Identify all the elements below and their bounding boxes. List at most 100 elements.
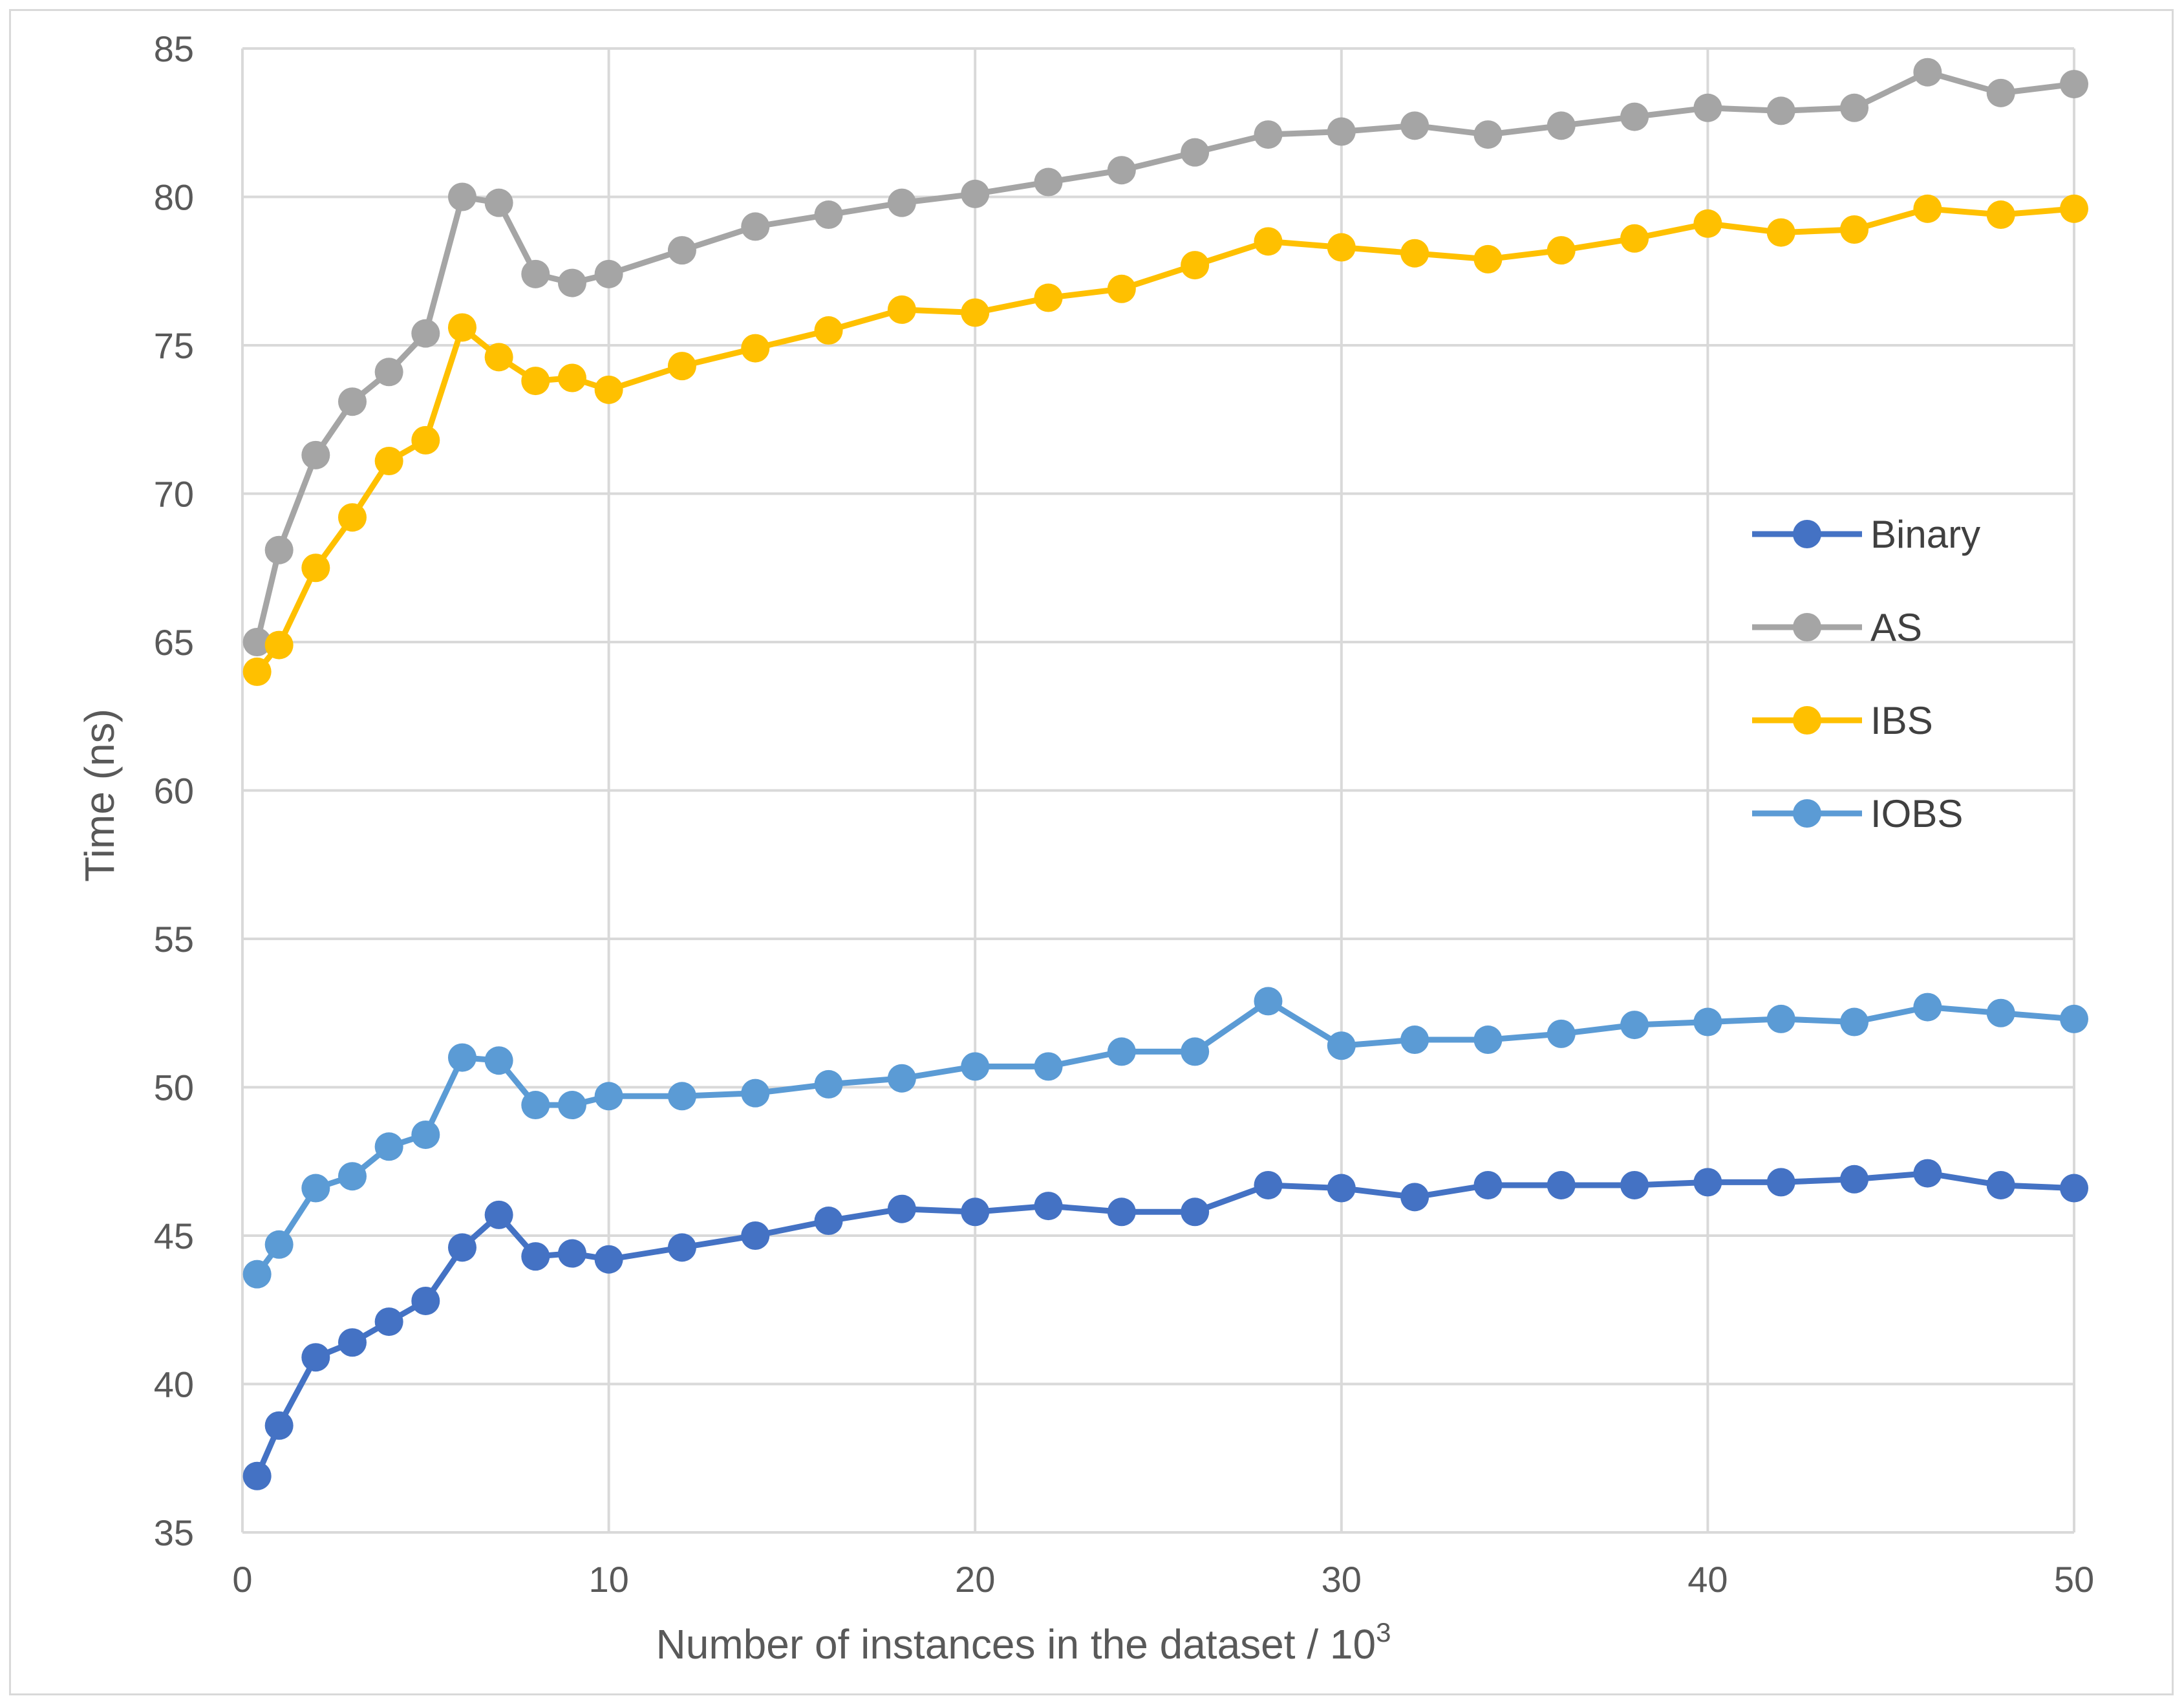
data-point-binary [1620, 1170, 1649, 1199]
legend-label-ibs: IBS [1870, 699, 1933, 742]
data-point-binary [1693, 1168, 1722, 1197]
data-point-as [2060, 70, 2088, 99]
legend-label-iobs: IOBS [1870, 792, 1963, 835]
data-point-as [1181, 138, 1210, 167]
y-tick-label: 80 [154, 177, 194, 218]
data-point-iobs [814, 1069, 843, 1099]
data-point-iobs [1034, 1052, 1063, 1081]
data-point-as [741, 212, 770, 241]
data-point-ibs [242, 657, 272, 686]
data-point-ibs [1400, 239, 1429, 268]
series-binary [242, 1159, 2088, 1490]
data-point-iobs [557, 1091, 586, 1120]
data-point-as [484, 188, 513, 217]
data-point-binary [242, 1461, 272, 1490]
x-axis-title-superscript: 3 [1376, 1617, 1391, 1648]
series-line-binary [254, 1170, 2075, 1477]
data-point-iobs [1620, 1011, 1649, 1040]
data-point-ibs [2060, 194, 2088, 223]
data-point-iobs [1254, 987, 1283, 1016]
legend-item-iobs: IOBS [1752, 792, 1963, 835]
data-point-iobs [1986, 998, 2015, 1027]
data-point-binary [1986, 1170, 2015, 1199]
data-point-iobs [242, 1260, 272, 1289]
data-point-binary [337, 1328, 367, 1357]
data-point-binary [1400, 1183, 1429, 1212]
data-point-binary [1327, 1174, 1356, 1203]
data-point-iobs [594, 1082, 623, 1111]
data-point-binary [557, 1239, 586, 1268]
series-line-iobs [255, 998, 2075, 1276]
data-point-binary [1913, 1159, 1942, 1188]
data-point-as [1693, 93, 1722, 122]
data-point-binary [741, 1221, 770, 1250]
x-tick-label: 50 [2054, 1559, 2094, 1600]
data-point-as [1547, 111, 1576, 140]
data-point-as [242, 628, 272, 656]
data-point-iobs [521, 1091, 550, 1120]
data-point-iobs [337, 1162, 367, 1191]
data-point-iobs [1400, 1025, 1429, 1055]
data-point-as [411, 319, 440, 348]
series-iobs [242, 987, 2088, 1289]
series-lines [242, 58, 2088, 1490]
data-point-ibs [741, 334, 770, 363]
y-tick-label: 60 [154, 771, 194, 811]
data-point-iobs [1547, 1019, 1576, 1048]
data-point-ibs [1107, 274, 1136, 303]
data-point-ibs [484, 343, 513, 372]
data-point-iobs [264, 1230, 294, 1259]
data-point-iobs [411, 1120, 440, 1149]
legend-marker-ibs [1793, 706, 1821, 735]
series-as [242, 58, 2088, 656]
y-tick-label: 45 [154, 1216, 194, 1256]
data-point-ibs [337, 503, 367, 532]
data-point-as [521, 259, 550, 288]
legend-item-ibs: IBS [1752, 699, 1933, 742]
data-point-ibs [594, 375, 623, 404]
y-tick-label: 55 [154, 919, 194, 960]
y-tick-label: 50 [154, 1068, 194, 1108]
y-axis-title: Time (ns) [76, 709, 123, 882]
legend-item-as: AS [1752, 606, 1922, 649]
data-point-iobs [1327, 1031, 1356, 1060]
y-tick-label: 70 [154, 474, 194, 515]
legend: Binary AS IBS IOBS [1752, 513, 1980, 835]
data-point-as [961, 179, 990, 208]
data-point-ibs [1693, 209, 1722, 238]
data-point-binary [1181, 1197, 1210, 1227]
y-tick-label: 85 [154, 28, 194, 69]
gridlines [241, 47, 2075, 1534]
y-tick-label: 65 [154, 622, 194, 663]
data-point-ibs [1473, 244, 1503, 274]
data-point-binary [411, 1286, 440, 1315]
data-point-binary [594, 1245, 623, 1274]
data-point-iobs [1913, 993, 1942, 1022]
data-point-as [1840, 93, 1869, 122]
data-point-as [1473, 120, 1503, 149]
data-point-iobs [961, 1052, 990, 1081]
data-point-iobs [1181, 1037, 1210, 1066]
data-point-ibs [264, 630, 294, 660]
data-point-as [1400, 111, 1429, 140]
x-axis-title-text: Number of instances in the dataset / 10 [656, 1621, 1376, 1668]
data-point-as [1620, 102, 1649, 131]
data-point-iobs [374, 1132, 403, 1161]
data-point-iobs [1693, 1007, 1722, 1036]
data-point-binary [2060, 1174, 2088, 1203]
data-point-iobs [301, 1174, 330, 1203]
data-point-ibs [887, 295, 916, 324]
data-point-as [447, 182, 476, 211]
data-point-ibs [521, 367, 550, 396]
data-point-binary [1766, 1168, 1795, 1197]
data-point-ibs [1034, 283, 1063, 312]
data-point-binary [814, 1207, 843, 1236]
data-point-iobs [667, 1082, 696, 1111]
data-point-ibs [1254, 227, 1283, 256]
y-tick-label: 75 [154, 325, 194, 366]
data-point-ibs [1547, 236, 1576, 265]
data-point-binary [484, 1200, 513, 1229]
data-point-as [1034, 167, 1063, 197]
data-point-iobs [741, 1079, 770, 1108]
data-point-as [667, 236, 696, 265]
